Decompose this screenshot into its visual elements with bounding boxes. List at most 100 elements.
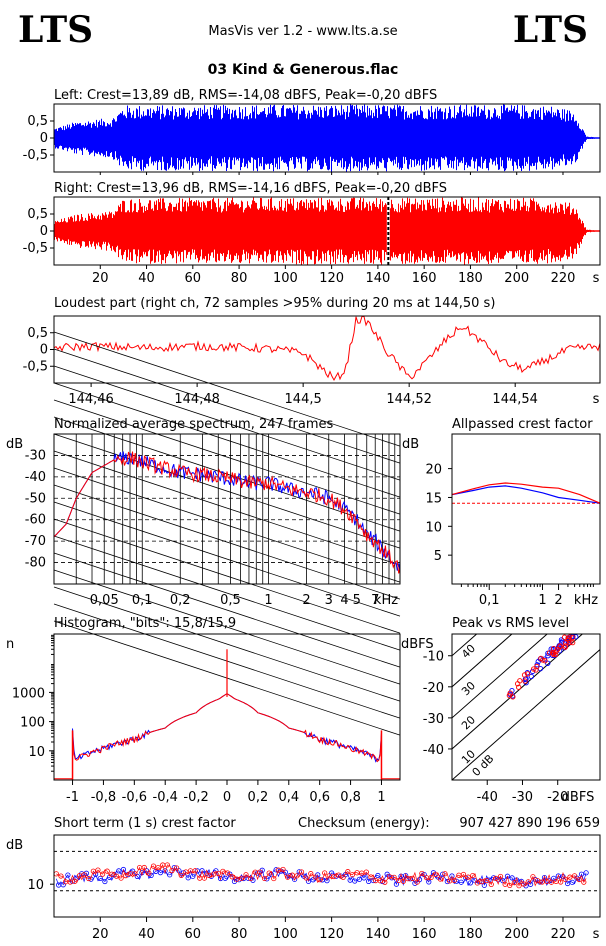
allpassed-crest-ytick-label: 20 [425,463,442,478]
short-term-crest-point [206,872,212,878]
peak-vs-rms-point [542,658,548,664]
waveform-left-envelope [54,104,600,172]
waveform-right-xtick-label: 20 [92,271,109,286]
short-term-crest-point [500,878,506,884]
short-term-crest-point [280,866,286,873]
peak-vs-rms-point [563,643,569,649]
peak-vs-rms-xtick-label: -40 [477,790,498,805]
short-term-crest-ytick-label: 10 [27,878,44,893]
histogram-ytick-label: 10 [28,745,45,760]
short-term-crest-point [437,876,443,882]
short-term-crest-point [322,870,328,876]
histogram-xtick-label: -0,8 [91,790,116,805]
peak-vs-rms-ylabel: dBFS [401,637,434,652]
spectrum-slope-line [53,535,401,651]
waveform-right-xtick-label: 60 [185,271,202,286]
allpassed-crest-xtick-label: 0,1 [479,593,500,608]
peak-vs-rms-plot [452,634,600,780]
spectrum-slope-line [53,586,401,702]
peak-vs-rms-point [540,657,546,663]
short-term-crest-xtick-label: 180 [458,927,483,942]
short-term-crest-point [298,869,305,875]
short-term-crest-point [488,881,494,888]
short-term-crest-point [294,873,300,879]
spectrum-xtick-label: 5 [353,593,361,608]
spectrum-xtick-label: 3 [325,593,333,608]
peak-vs-rms-point [507,690,513,696]
short-term-crest-point [220,868,226,874]
peak-vs-rms-diag-label: 40 [459,642,478,661]
waveform-right-ytick-label: 0 [40,224,48,239]
short-term-crest-checksum-value: 907 427 890 196 659 [459,816,600,831]
peak-vs-rms-point [506,692,512,699]
histogram-xtick-label: -1 [66,790,79,805]
short-term-crest-point [222,875,228,881]
short-term-crest-xtick-label: 200 [504,927,529,942]
spectrum-frame [53,433,401,585]
loudest-part-title: Loudest part (right ch, 72 samples >95% … [54,296,495,311]
waveform-left-frame [53,103,601,173]
short-term-crest-point [516,883,522,889]
spectrum-xtick-label: 0,05 [90,593,119,608]
short-term-crest-point [102,878,108,885]
short-term-crest-point [382,879,388,885]
waveform-right-title: Right: Crest=13,96 dB, RMS=-14,16 dBFS, … [54,181,447,196]
short-term-crest-point [178,872,184,879]
short-term-crest-xtick-label: 80 [231,927,248,942]
short-term-crest-point [504,873,511,879]
short-term-crest-point [449,873,455,879]
peak-vs-rms-point [567,634,573,640]
peak-vs-rms-point [522,678,528,684]
histogram-xtick-label: 0,8 [340,790,361,805]
short-term-crest-point [467,880,474,886]
waveform-right-xtick-label: 180 [458,271,483,286]
loudest-part-xtick-label: 144,48 [174,392,220,407]
histogram-xtick-label: 0,2 [248,790,269,805]
spectrum-xtick-label: 2 [302,593,310,608]
peak-vs-rms-point [521,672,528,678]
histogram-xtick-label: 0,6 [309,790,330,805]
short-term-crest-ylabel: dB [6,838,23,853]
short-term-crest-point [120,866,127,873]
short-term-crest-point [190,873,196,879]
short-term-crest-point [521,881,527,887]
peak-vs-rms-ytick-label: -40 [423,743,444,758]
peak-vs-rms-xunit: dBFS [562,790,595,805]
peak-vs-rms-ytick-label: -20 [423,681,444,696]
peak-vs-rms-point [558,637,565,643]
short-term-crest-point [132,871,138,877]
short-term-crest-point [72,878,78,884]
allpassed-crest-ylabel: dB [402,437,419,452]
allpassed-crest-xtick-label: 1 [538,593,546,608]
short-term-crest-point [95,867,101,873]
file-title: 03 Kind & Generous.flac [207,62,399,78]
short-term-crest-point [419,870,425,877]
spectrum-xtick-label: 4 [340,593,348,608]
waveform-left-ytick-label: 0 [40,131,48,146]
spectrum-ytick-label: -50 [25,491,46,506]
histogram-ytick-label: 100 [20,716,45,731]
spectrum-series-left [53,451,401,572]
short-term-crest-point [393,881,400,887]
peak-vs-rms-point [530,668,536,674]
short-term-crest-point [271,875,277,882]
short-term-crest-point [153,868,159,874]
spectrum-ytick-label: -70 [25,534,46,549]
short-term-crest-point [410,875,416,882]
short-term-crest-point [530,874,536,880]
short-term-crest-point [534,877,541,884]
short-term-crest-point [465,874,471,880]
peak-vs-rms-diag-line [452,634,478,657]
short-term-crest-point [164,862,170,868]
short-term-crest-point [331,873,337,880]
short-term-crest-point [458,879,464,885]
short-term-crest-title: Short term (1 s) crest factor [54,816,236,831]
short-term-crest-xtick-label: 220 [551,927,576,942]
peak-vs-rms-diag-line [452,634,548,719]
short-term-crest-xtick-label: 140 [365,927,390,942]
loudest-part-xtick-label: 144,46 [68,392,114,407]
peak-vs-rms-point [525,671,531,677]
short-term-crest-point [400,878,406,884]
spectrum-series-right [53,451,401,574]
waveform-right-ytick-label: -0,5 [23,241,48,256]
